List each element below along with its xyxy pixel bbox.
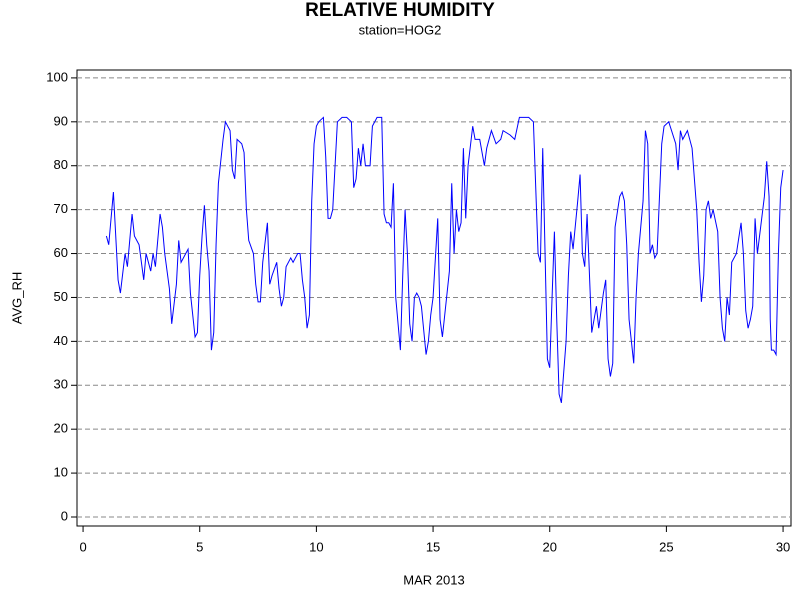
- y-tick-label: 40: [54, 333, 68, 348]
- plot-frame: [76, 69, 792, 527]
- y-tick-label: 50: [54, 289, 68, 304]
- y-tick-label: 70: [54, 201, 68, 216]
- data-line: [105, 116, 784, 403]
- y-tick-label: 80: [54, 157, 68, 172]
- y-tick-label: 20: [54, 421, 68, 436]
- x-tick-label: 15: [426, 539, 440, 554]
- x-tick-label: 20: [542, 539, 556, 554]
- y-tick-label: 10: [54, 465, 68, 480]
- y-tick-label: 30: [54, 377, 68, 392]
- y-tick-label: 90: [54, 113, 68, 128]
- x-tick-label: 10: [309, 539, 323, 554]
- chart-title: RELATIVE HUMIDITY: [305, 0, 495, 21]
- y-tick-label: 0: [61, 508, 68, 523]
- x-tick-label: 5: [196, 539, 203, 554]
- x-tick-label: 25: [659, 539, 673, 554]
- y-tick-label: 100: [46, 69, 68, 84]
- y-tick-label: 60: [54, 245, 68, 260]
- y-axis-label: AVG_RH: [9, 272, 24, 325]
- x-axis-label: MAR 2013: [403, 572, 464, 587]
- x-tick-label: 30: [776, 539, 790, 554]
- chart-subtitle: station=HOG2: [359, 22, 442, 37]
- x-tick-label: 0: [79, 539, 86, 554]
